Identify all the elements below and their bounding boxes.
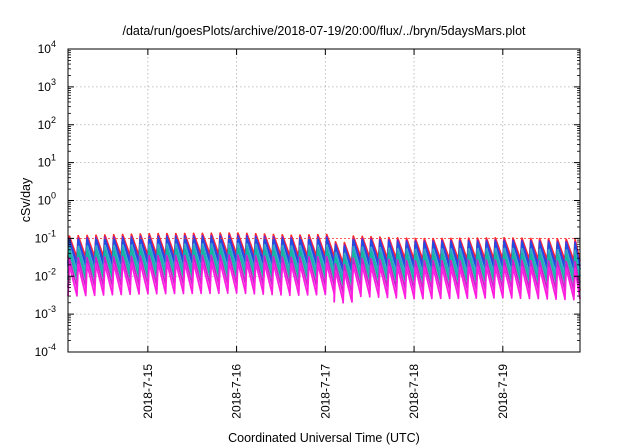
y-tick-label: 10-1 <box>35 228 56 245</box>
y-tick-exponent: 1 <box>51 153 56 163</box>
y-tick-label: 100 <box>38 191 56 208</box>
series-group <box>67 232 581 304</box>
grid <box>68 49 580 352</box>
y-tick-exponent: -3 <box>48 304 56 314</box>
y-tick-label: 10-2 <box>35 266 56 283</box>
y-tick-label: 10-4 <box>35 342 56 359</box>
series-line-7 <box>67 260 581 304</box>
y-tick-exponent: 3 <box>51 77 56 87</box>
x-tick-label: 2018-7-19 <box>496 364 510 419</box>
y-tick-exponent: -4 <box>48 342 56 352</box>
x-tick-label: 2018-7-16 <box>230 364 244 419</box>
y-tick-label: 104 <box>38 39 56 56</box>
y-tick-label: 102 <box>38 115 56 132</box>
x-tick-label: 2018-7-17 <box>318 364 332 419</box>
y-tick-exponent: -2 <box>48 266 56 276</box>
x-axis-label: Coordinated Universal Time (UTC) <box>228 431 420 445</box>
x-tick-label: 2018-7-18 <box>407 364 421 419</box>
x-tick-label: 2018-7-15 <box>141 364 155 419</box>
y-tick-exponent: 0 <box>51 191 56 201</box>
y-tick-exponent: -1 <box>48 228 56 238</box>
y-tick-label: 10-3 <box>35 304 56 321</box>
x-axis: 2018-7-15 2018-7-16 2018-7-17 2018-7-18 2018… <box>141 49 510 419</box>
y-tick-exponent: 4 <box>51 39 56 49</box>
y-tick-label: 103 <box>38 77 56 94</box>
chart-title: /data/run/goesPlots/archive/2018-07-19/2… <box>122 24 526 38</box>
y-tick-label: 101 <box>38 153 56 170</box>
y-tick-exponent: 2 <box>51 115 56 125</box>
y-axis-label: cSv/day <box>19 177 33 222</box>
